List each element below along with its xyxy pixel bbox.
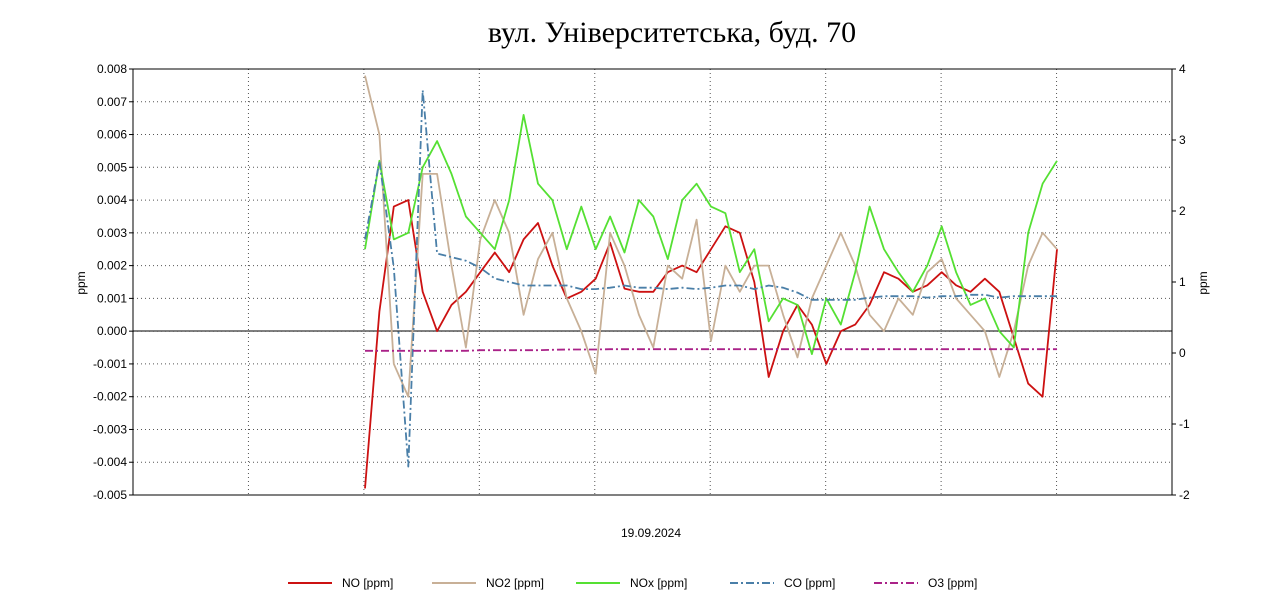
y2-tick-label: 2 — [1179, 204, 1186, 218]
y-tick-label: 0.002 — [97, 259, 127, 273]
legend-label: CO [ppm] — [784, 576, 836, 590]
y2-tick-label: 0 — [1179, 346, 1186, 360]
y2-tick-label: 1 — [1179, 275, 1186, 289]
y-tick-label: 0.001 — [97, 291, 127, 305]
y-tick-label: -0.003 — [93, 422, 127, 436]
legend-item: NO2 [ppm] — [432, 576, 544, 590]
series-line-3 — [364, 89, 1057, 468]
legend: NO [ppm] NO2 [ppm] NOx [ppm] CO [ppm] O3 [pp… — [0, 576, 1280, 598]
legend-label: NO2 [ppm] — [486, 576, 545, 590]
y-tick-label: 0.008 — [97, 62, 127, 76]
legend-item: CO [ppm] — [730, 576, 835, 590]
y2-tick-label: -2 — [1179, 488, 1190, 502]
series-lines — [364, 75, 1058, 489]
legend-swatch — [576, 582, 620, 584]
legend-swatch — [432, 582, 476, 584]
y-tick-label: 0.007 — [97, 95, 127, 109]
y-tick-label: 0.003 — [97, 226, 127, 240]
x-axis-label: 19.09.2024 — [621, 526, 681, 540]
y-tick-label: 0.005 — [97, 160, 127, 174]
series-line-2 — [364, 114, 1058, 356]
y-tick-label: -0.005 — [93, 488, 127, 502]
legend-label: O3 [ppm] — [928, 576, 978, 590]
legend-label: NOx [ppm] — [630, 576, 688, 590]
y-tick-label: 0.006 — [97, 128, 127, 142]
y-tick-label: 0.004 — [97, 193, 127, 207]
legend-swatch — [874, 582, 918, 584]
series-line-1 — [364, 75, 1058, 398]
series-line-0 — [364, 199, 1058, 489]
y-tick-label: -0.001 — [93, 357, 127, 371]
y-tick-label: 0.000 — [97, 324, 127, 338]
series-line-4 — [365, 348, 1057, 352]
legend-item: O3 [ppm] — [874, 576, 977, 590]
y2-axis-label: ppm — [1196, 271, 1210, 294]
y2-tick-label: 3 — [1179, 133, 1186, 147]
legend-label: NO [ppm] — [342, 576, 394, 590]
axis-ticks: 0.008 0.007 0.006 0.005 0.004 0.003 0.002 0.001… — [93, 62, 1190, 502]
grid — [133, 69, 1172, 495]
legend-item: NOx [ppm] — [576, 576, 687, 590]
legend-item: NO [ppm] — [288, 576, 393, 590]
chart-title: вул. Університетська, буд. 70 — [487, 16, 857, 49]
y-tick-label: -0.004 — [93, 455, 127, 469]
y-axis-label: ppm — [74, 271, 88, 294]
legend-swatch — [730, 582, 774, 584]
y2-tick-label: -1 — [1179, 417, 1190, 431]
y2-tick-label: 4 — [1179, 62, 1186, 76]
legend-swatch — [288, 582, 332, 584]
plot-frame — [132, 68, 1173, 496]
y-tick-label: -0.002 — [93, 390, 127, 404]
